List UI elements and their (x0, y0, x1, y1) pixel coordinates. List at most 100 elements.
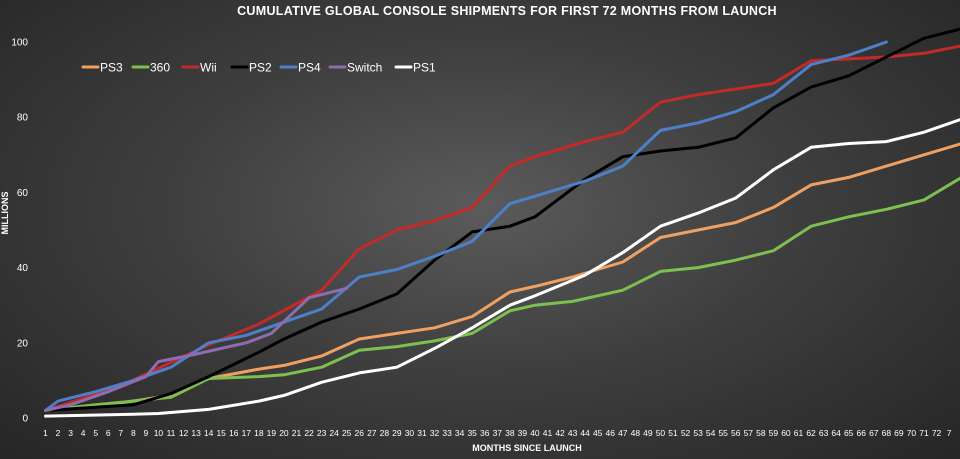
x-tick-label: 20 (279, 428, 289, 438)
x-tick-label: 18 (254, 428, 264, 438)
x-tick-label: 2 (56, 428, 61, 438)
x-tick-label: 33 (442, 428, 452, 438)
series-line-ps3 (44, 142, 960, 412)
x-tick-label: 11 (167, 428, 176, 438)
legend-label-ps2: PS2 (249, 61, 272, 75)
x-tick-label: 50 (656, 428, 666, 438)
y-tick-label: 60 (17, 188, 29, 199)
x-tick-label: 64 (831, 428, 841, 438)
x-tick-label: 21 (292, 428, 302, 438)
x-tick-label: 52 (681, 428, 691, 438)
x-tick-label: 43 (568, 428, 578, 438)
x-tick-label: 47 (618, 428, 628, 438)
y-axis-label: MILLIONS (0, 192, 10, 235)
y-tick-label: 40 (17, 263, 29, 274)
series-line-ps1 (44, 118, 960, 418)
chart-title: CUMULATIVE GLOBAL CONSOLE SHIPMENTS FOR … (237, 4, 777, 18)
legend-label-switch: Switch (347, 61, 382, 75)
x-tick-label: 66 (857, 428, 867, 438)
legend-label-wii: Wii (200, 61, 217, 75)
x-tick-label: 28 (380, 428, 390, 438)
series-line-ps4 (44, 40, 888, 412)
x-tick-label: 6 (106, 428, 111, 438)
series-line-switch (44, 286, 349, 412)
legend-label-ps4: PS4 (298, 61, 321, 75)
series-lines (44, 27, 960, 418)
x-tick-label: 44 (580, 428, 590, 438)
legend: PS3 360 Wii PS2 PS4 Switch PS1 (81, 61, 436, 75)
x-tick-label: 36 (480, 428, 490, 438)
x-tick-label: 55 (718, 428, 728, 438)
x-tick-label: 62 (806, 428, 816, 438)
x-tick-label: 53 (693, 428, 703, 438)
x-tick-label: 60 (781, 428, 791, 438)
x-tick-label: 63 (819, 428, 829, 438)
x-tick-label: 9 (144, 428, 149, 438)
y-tick-label: 20 (17, 338, 29, 349)
x-tick-label: 30 (405, 428, 415, 438)
x-tick-label: 32 (430, 428, 440, 438)
x-tick-label: 13 (191, 428, 201, 438)
x-axis-label: MONTHS SINCE LAUNCH (472, 443, 582, 453)
x-tick-label: 8 (131, 428, 136, 438)
x-tick-label: 70 (907, 428, 917, 438)
x-tick-label: 40 (530, 428, 540, 438)
x-tick-label: 46 (606, 428, 616, 438)
x-tick-label: 58 (756, 428, 766, 438)
x-tick-label: 35 (467, 428, 477, 438)
x-tick-label: 57 (744, 428, 754, 438)
y-tick-label: 100 (11, 38, 28, 49)
x-tick-label: 42 (555, 428, 565, 438)
x-tick-label: 25 (342, 428, 352, 438)
x-tick-label: 71 (919, 428, 929, 438)
x-tick-label: 14 (204, 428, 214, 438)
x-tick-label: 69 (894, 428, 904, 438)
x-tick-label: 26 (355, 428, 365, 438)
x-tick-label: 49 (643, 428, 653, 438)
x-tick-label: 5 (93, 428, 98, 438)
series-line-360 (44, 176, 960, 412)
x-tick-label: 34 (455, 428, 465, 438)
x-tick-label: 15 (216, 428, 226, 438)
x-tick-labels: 1 2 3 4 5 6 7 8 9 10 11 12 13 14 15 16 17 18 19 20 21 22 23 24 2… (43, 428, 952, 438)
x-tick-label: 17 (242, 428, 252, 438)
x-tick-label: 56 (731, 428, 741, 438)
x-tick-label: 59 (769, 428, 779, 438)
x-tick-label: 19 (267, 428, 277, 438)
x-tick-label: 72 (932, 428, 942, 438)
x-tick-label: 37 (493, 428, 503, 438)
x-tick-label: 22 (304, 428, 314, 438)
x-tick-label: 67 (869, 428, 879, 438)
x-tick-label: 7 (118, 428, 123, 438)
x-tick-label: 38 (505, 428, 515, 438)
x-tick-label: 45 (593, 428, 603, 438)
x-tick-label: 68 (882, 428, 892, 438)
x-tick-label: 65 (844, 428, 854, 438)
legend-label-360: 360 (150, 61, 170, 75)
x-tick-label: 48 (631, 428, 641, 438)
x-tick-label: 23 (317, 428, 327, 438)
legend-label-ps1: PS1 (413, 61, 436, 75)
x-tick-label: 27 (367, 428, 377, 438)
x-tick-label: 7 (947, 428, 952, 438)
x-tick-label: 39 (518, 428, 528, 438)
y-tick-labels: 0 20 40 60 80 100 (11, 38, 28, 425)
x-tick-label: 31 (417, 428, 427, 438)
y-tick-label: 80 (17, 113, 29, 124)
x-tick-label: 3 (68, 428, 73, 438)
x-tick-label: 4 (81, 428, 86, 438)
x-tick-label: 16 (229, 428, 239, 438)
x-tick-label: 41 (543, 428, 553, 438)
x-tick-label: 54 (706, 428, 716, 438)
x-tick-label: 10 (154, 428, 164, 438)
x-tick-label: 12 (179, 428, 189, 438)
x-tick-label: 29 (392, 428, 402, 438)
y-tick-label: 0 (22, 414, 28, 425)
series-line-ps2 (44, 27, 960, 412)
x-tick-label: 1 (43, 428, 48, 438)
x-tick-label: 51 (668, 428, 678, 438)
x-tick-label: 61 (794, 428, 804, 438)
x-tick-label: 24 (329, 428, 339, 438)
